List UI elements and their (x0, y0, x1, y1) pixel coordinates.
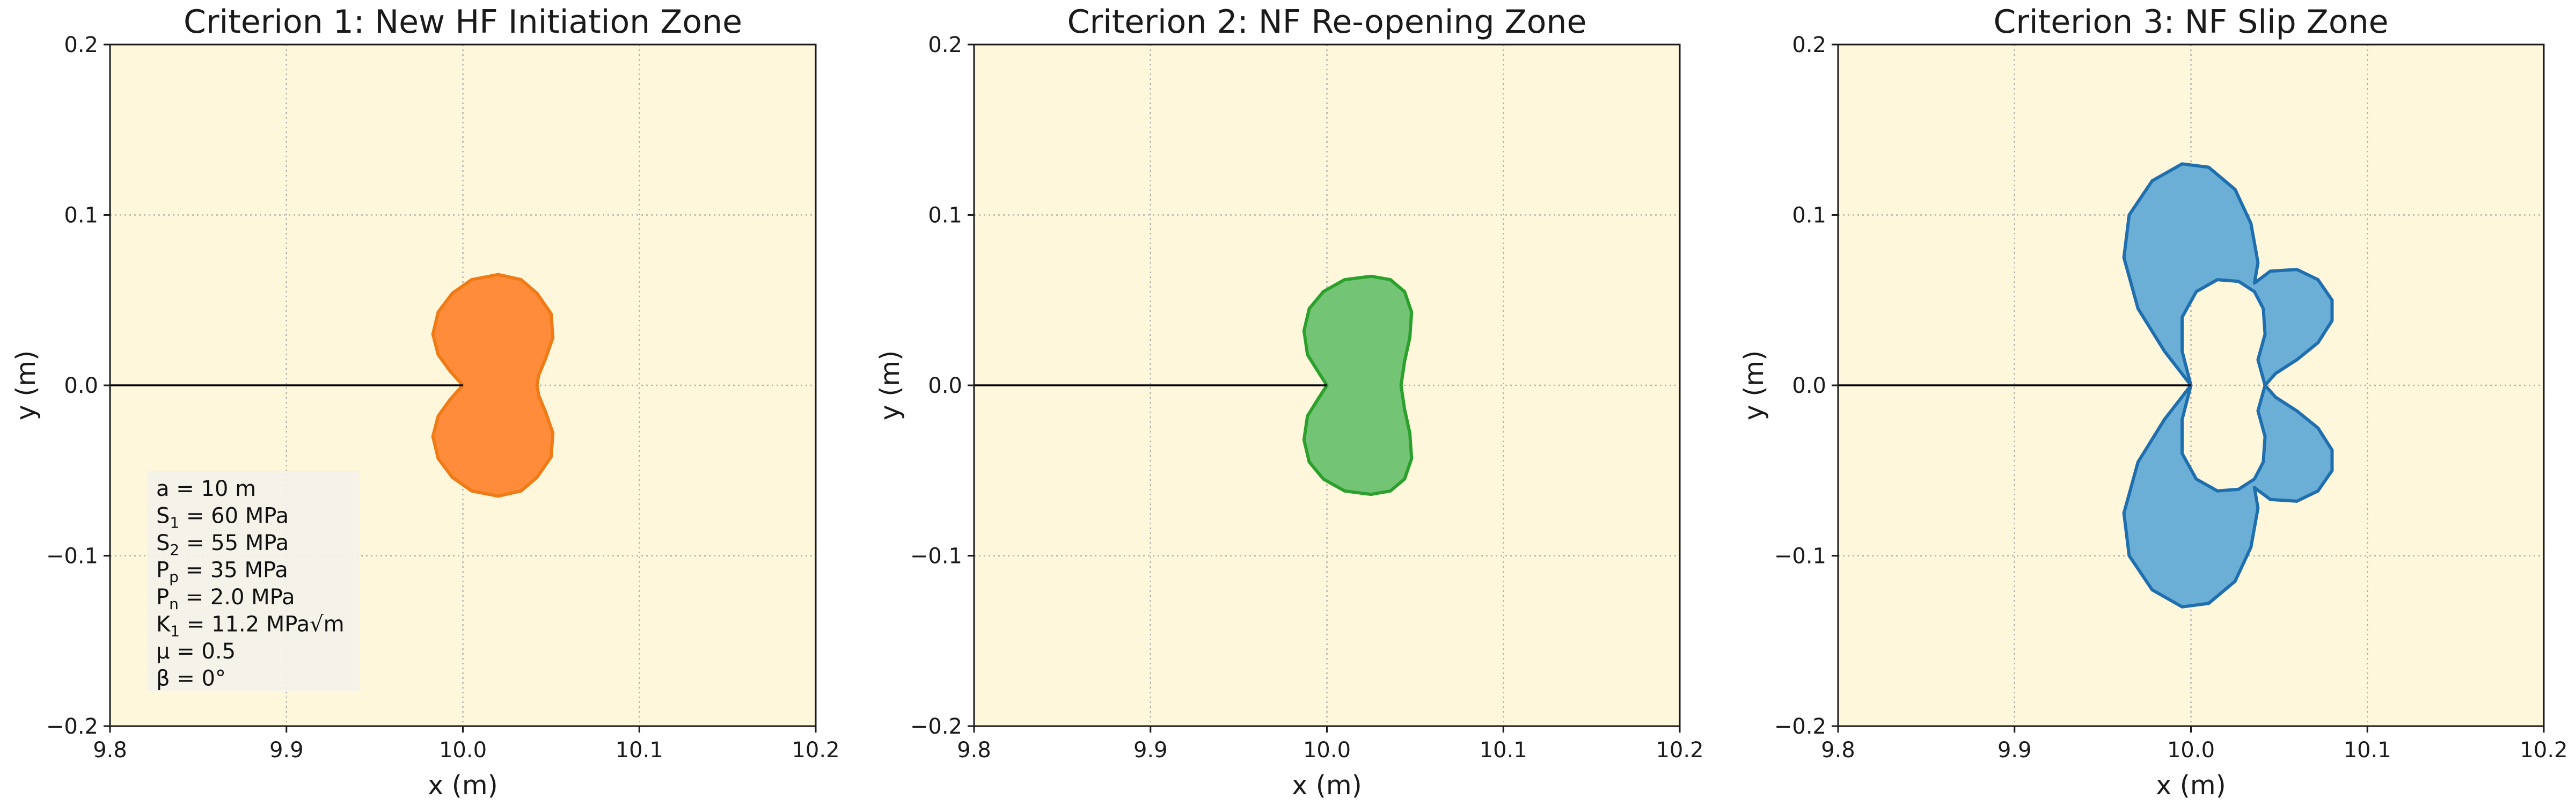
x-tick-label-3-4: 10.2 (2520, 738, 2567, 763)
x-axis-label-3: x (m) (2156, 770, 2226, 801)
x-tick-label-3-0: 9.8 (1821, 738, 1855, 763)
y-tick-label-1-4: 0.2 (64, 33, 98, 57)
y-axis-label-2: y (m) (875, 350, 905, 421)
params-line-6: μ = 0.5 (156, 639, 236, 664)
zone-1 (431, 273, 555, 498)
panel-2: 9.8 9.9 10.0 10.1 10.2 −0.2 −0.1 0.0 0.1 0.2 Crite… (875, 3, 1704, 801)
x-tick-label-3-3: 10.1 (2344, 738, 2391, 763)
x-tick-label-2-4: 10.2 (1656, 738, 1703, 763)
y-tick-label-2-2: 0.0 (928, 374, 962, 398)
y-axis-label-3: y (m) (1739, 350, 1769, 421)
params-line-4: Pn = 2.0 MPa (156, 585, 295, 613)
x-tick-label-2-0: 9.8 (957, 738, 991, 763)
x-tick-label-1-3: 10.1 (616, 738, 663, 763)
params-line-1: S1 = 60 MPa (156, 504, 289, 532)
y-tick-label-3-1: −0.1 (1774, 544, 1826, 569)
zone-3 (2122, 162, 2334, 609)
x-tick-label-1-1: 9.9 (269, 738, 304, 763)
chart-title-1: Criterion 1: New HF Initiation Zone (184, 3, 742, 41)
y-axis-label-1: y (m) (11, 350, 41, 421)
y-tick-label-3-0: −0.2 (1774, 714, 1826, 739)
x-tick-label-2-2: 10.0 (1303, 738, 1351, 763)
params-line-5: K1 = 11.2 MPa√m (156, 612, 345, 640)
x-tick-label-3-2: 10.0 (2167, 738, 2215, 763)
x-tick-label-2-3: 10.1 (1480, 738, 1527, 763)
params-line-7: β = 0° (156, 667, 226, 691)
params-line-3: Pp = 35 MPa (156, 558, 288, 586)
y-tick-label-2-0: −0.2 (910, 714, 962, 739)
y-tick-label-1-0: −0.2 (46, 714, 98, 739)
y-tick-label-1-3: 0.1 (64, 203, 98, 228)
x-tick-label-3-1: 9.9 (1997, 738, 2032, 763)
y-tick-label-2-3: 0.1 (928, 203, 962, 228)
x-axis-label-1: x (m) (428, 770, 498, 801)
y-tick-label-2-4: 0.2 (928, 33, 962, 57)
y-tick-label-1-1: −0.1 (46, 544, 98, 569)
chart-title-2: Criterion 2: NF Re-opening Zone (1067, 3, 1587, 41)
x-tick-label-1-0: 9.8 (93, 738, 127, 763)
y-tick-label-3-2: 0.0 (1792, 374, 1826, 398)
y-tick-label-2-1: −0.1 (910, 544, 962, 569)
params-line-0: a = 10 m (156, 477, 256, 501)
params-line-2: S2 = 55 MPa (156, 531, 289, 559)
zone-2 (1302, 274, 1414, 496)
params-box-background (148, 471, 360, 691)
y-tick-label-1-2: 0.0 (64, 374, 98, 398)
panel-1: 9.8 9.9 10.0 10.1 10.2 −0.2 −0.1 0.0 0.1 0.2 Crite… (11, 3, 840, 801)
x-tick-label-2-1: 9.9 (1133, 738, 1168, 763)
panel-3: 9.8 9.9 10.0 10.1 10.2 −0.2 −0.1 0.0 0.1 0.2 Crite… (1739, 3, 2568, 801)
y-tick-label-3-4: 0.2 (1792, 33, 1826, 57)
y-tick-label-3-3: 0.1 (1792, 203, 1826, 228)
x-tick-label-1-2: 10.0 (439, 738, 487, 763)
chart-title-3: Criterion 3: NF Slip Zone (1993, 3, 2388, 41)
x-axis-label-2: x (m) (1292, 770, 1362, 801)
x-tick-label-1-4: 10.2 (792, 738, 839, 763)
